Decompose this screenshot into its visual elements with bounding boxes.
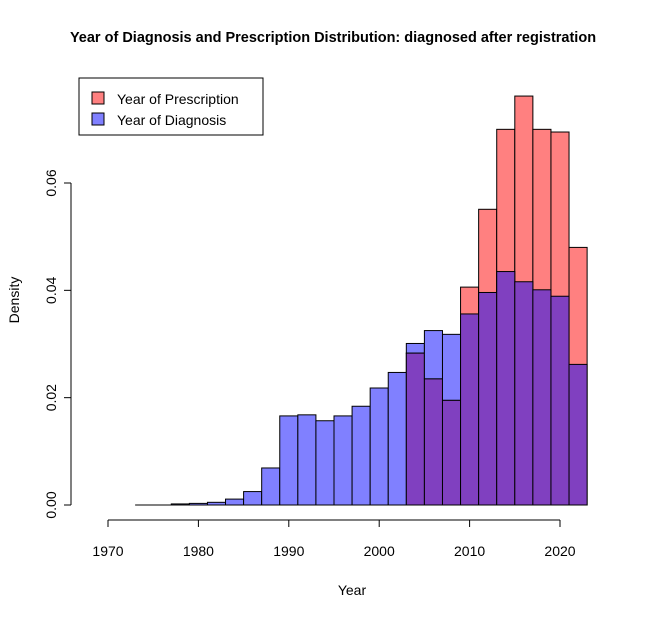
legend-box — [78, 77, 264, 136]
legend-label-diagnosis: Year of Diagnosis — [117, 112, 226, 128]
x-tick-label: 1980 — [183, 543, 214, 559]
diagnosis-bar — [225, 498, 245, 506]
y-tick-label: 0.04 — [43, 276, 59, 303]
overlap-bar — [441, 399, 462, 506]
diagnosis-bar — [405, 342, 425, 354]
diagnosis-bar — [423, 330, 443, 380]
legend-label-prescription: Year of Prescription — [117, 91, 239, 107]
diagnosis-bar — [279, 415, 299, 506]
legend: Year of Prescription Year of Diagnosis — [78, 77, 264, 136]
overlap-bar — [568, 363, 588, 506]
diagnosis-bar — [351, 405, 371, 506]
overlap-bar — [496, 271, 516, 506]
diagnosis-bar — [261, 467, 281, 506]
axes-layer: 1970 1980 1990 2000 2010 2020 0.00 0.02 0.04 0.06 — [43, 169, 576, 559]
diagnosis-bar — [333, 415, 353, 506]
x-tick-label: 1970 — [92, 543, 123, 559]
legend-swatch-prescription — [91, 91, 105, 105]
overlap-bar — [514, 281, 534, 506]
y-tick-label: 0.02 — [43, 384, 59, 411]
overlap-bar — [460, 313, 480, 506]
overlap-bar — [532, 289, 552, 506]
overlap-bar — [423, 378, 443, 506]
y-axis-label: Density — [6, 277, 22, 324]
diagnosis-bar — [315, 420, 335, 506]
overlap-bar — [550, 295, 570, 506]
x-tick-label: 1990 — [273, 543, 304, 559]
chart-title: Year of Diagnosis and Prescription Distr… — [69, 30, 597, 46]
diagnosis-bar — [441, 333, 462, 401]
diagnosis-bar — [369, 387, 389, 506]
x-tick-label: 2020 — [544, 543, 575, 559]
overlap-bar — [478, 291, 498, 506]
diagnosis-bar — [297, 414, 317, 506]
bars-layer — [135, 95, 588, 506]
y-tick-label: 0.00 — [43, 491, 59, 518]
x-tick-label: 2000 — [364, 543, 395, 559]
diagnosis-bar — [243, 491, 263, 506]
y-tick-label: 0.06 — [43, 169, 59, 196]
x-axis-label: Year — [338, 582, 367, 598]
x-tick-label: 2010 — [454, 543, 485, 559]
legend-swatch-diagnosis — [91, 112, 105, 126]
diagnosis-bar — [387, 371, 407, 506]
overlap-bar — [405, 352, 425, 506]
